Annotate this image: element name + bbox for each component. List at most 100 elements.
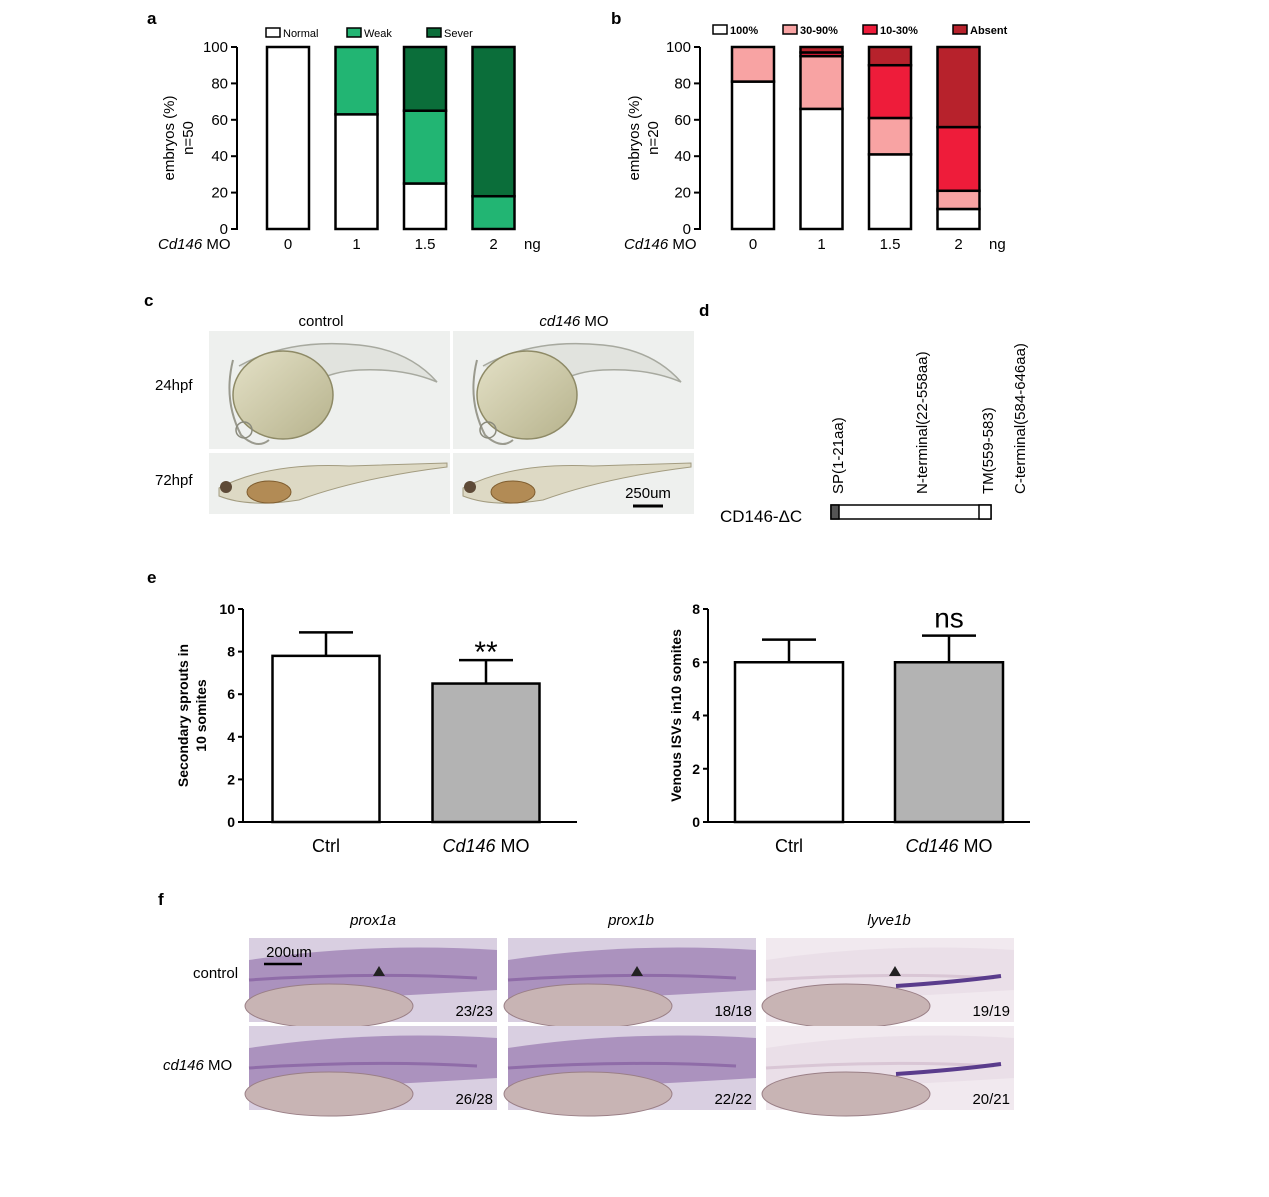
row-label-72hpf: 72hpf [155, 472, 193, 489]
x-tick-label: 2 [489, 236, 497, 253]
row-label-control: control [193, 965, 238, 982]
bar-segment [402, 182, 448, 231]
lyve1b-signal [895, 974, 1002, 988]
bar-segment [402, 109, 448, 185]
panel-label-d: d [699, 301, 709, 320]
y-tick-label: 40 [674, 148, 691, 165]
y-tick-label: 20 [674, 185, 691, 202]
yolk-extension [244, 1071, 414, 1117]
y-tick-label: 2 [227, 771, 235, 787]
x-axis-prefix-italic: Cd146 [624, 236, 669, 253]
y-tick-label: 0 [692, 814, 700, 830]
embryo-head [228, 359, 270, 445]
legend-swatch [265, 27, 281, 38]
legend-label: 100% [730, 25, 758, 37]
y-axis-label: n=50 [180, 121, 197, 155]
count-label: 26/28 [455, 1091, 493, 1108]
x-axis-unit: ng [989, 236, 1006, 253]
bar-segment [867, 153, 913, 231]
count-label: 19/19 [972, 1003, 1010, 1020]
x-axis-prefix: Cd146 MO [158, 236, 231, 253]
significance-label: ** [474, 636, 498, 669]
x-tick-label-text: MO [496, 836, 530, 856]
domain-label: SP(1-21aa) [830, 417, 847, 494]
bar-segment [265, 45, 311, 231]
x-tick-label: 0 [749, 236, 757, 253]
trunk-stripe [248, 973, 478, 982]
x-axis-prefix-text: MO [668, 236, 696, 253]
y-tick-label: 100 [666, 39, 691, 56]
x-tick-label: Ctrl [312, 836, 340, 856]
larva-yolk [246, 480, 292, 504]
larva-eye [464, 481, 476, 493]
yolk-extension [761, 1071, 931, 1117]
y-tick-label: 10 [219, 601, 235, 617]
legend-swatch [862, 24, 878, 35]
bar-segment [799, 107, 844, 231]
y-tick-label: 80 [674, 75, 691, 92]
y-tick-label: 20 [211, 185, 228, 202]
embryo-head [472, 359, 514, 445]
legend-swatch [426, 27, 442, 38]
x-axis-prefix-italic: Cd146 [158, 236, 203, 253]
column-label-cd146-mo-text: MO [580, 313, 608, 330]
arrowhead-icon [373, 966, 385, 976]
scale-bar-label: 250um [625, 485, 671, 502]
yolk-extension [503, 1071, 673, 1117]
x-tick-label-text: Ctrl [775, 836, 803, 856]
row-label-24hpf: 24hpf [155, 377, 193, 394]
chart-e1: 0 2 4 6 8 10 Secondary sprouts in 10 somites ** [175, 601, 577, 830]
y-axis-label: n=20 [645, 121, 662, 155]
arrowhead-icon [889, 966, 901, 976]
bar-segment [402, 45, 448, 112]
gene-label-lyve1b: lyve1b [867, 912, 910, 929]
y-tick-label: 8 [227, 644, 235, 660]
y-tick-label: 0 [227, 814, 235, 830]
x-tick-label: Cd146 MO [905, 836, 992, 856]
panel-label-b: b [611, 9, 621, 28]
row-label-cd146-mo-text: MO [204, 1057, 232, 1074]
y-axis-label: 10 somites [193, 679, 209, 752]
y-tick-label: 8 [692, 601, 700, 617]
significance-label: ns [934, 603, 964, 634]
panel-label-c: c [144, 291, 153, 310]
legend-swatch [782, 24, 798, 35]
count-label: 20/21 [972, 1091, 1010, 1108]
embryo-eye [479, 421, 497, 439]
y-tick-label: 40 [211, 148, 228, 165]
bar-segment [867, 63, 913, 120]
bar-segment [334, 45, 379, 116]
x-tick-label: 1 [352, 236, 360, 253]
bar-segment [471, 194, 516, 231]
legend-label: Weak [364, 28, 392, 40]
x-tick-label: Cd146 MO [442, 836, 529, 856]
bar-segment [334, 113, 379, 231]
x-axis-unit: ng [524, 236, 541, 253]
yolk-extension [761, 983, 931, 1029]
construct-label: CD146-ΔC [720, 507, 802, 526]
trunk-stripe [765, 973, 995, 982]
bar [431, 682, 541, 824]
chart-e2: 0 2 4 6 8 Venous ISVs in10 somites ns [668, 601, 1030, 830]
yolk-extension [503, 983, 673, 1029]
panel-label-e: e [147, 568, 156, 587]
panel-label-f: f [158, 890, 164, 909]
larva-yolk [490, 480, 536, 504]
embryo-yolk [476, 350, 578, 440]
y-axis-label: embryos (%) [161, 95, 178, 180]
trunk-stripe [507, 973, 737, 982]
legend-swatch [952, 24, 968, 35]
x-tick-label: 0 [284, 236, 292, 253]
bar-segment [936, 125, 981, 193]
tm-domain [978, 504, 992, 520]
bar-segment [936, 189, 981, 211]
bar-segment [471, 45, 516, 198]
y-tick-label: 0 [220, 221, 228, 238]
y-tick-label: 80 [211, 75, 228, 92]
y-axis-label: Venous ISVs in10 somites [668, 629, 684, 802]
y-tick-label: 100 [203, 39, 228, 56]
column-label-cd146-mo-italic: cd146 [539, 313, 581, 330]
y-tick-label: 0 [683, 221, 691, 238]
yolk-extension [244, 983, 414, 1029]
legend-label: Absent [970, 25, 1008, 37]
